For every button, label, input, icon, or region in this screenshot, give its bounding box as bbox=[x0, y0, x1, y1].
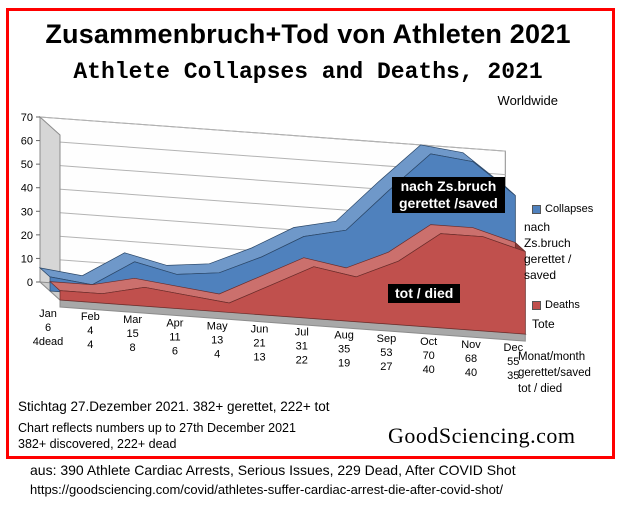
legend-collapses: Collapses bbox=[532, 203, 593, 215]
svg-text:4: 4 bbox=[87, 339, 93, 351]
title-english: Athlete Collapses and Deaths, 2021 bbox=[73, 59, 543, 85]
svg-text:68: 68 bbox=[465, 353, 477, 365]
svg-text:15: 15 bbox=[126, 328, 138, 340]
title-german: Zusammenbruch+Tod von Athleten 2021 bbox=[45, 19, 571, 49]
svg-text:Feb: Feb bbox=[81, 311, 100, 323]
svg-text:Apr: Apr bbox=[166, 317, 183, 329]
svg-text:50: 50 bbox=[21, 159, 33, 171]
svg-text:40: 40 bbox=[21, 183, 33, 195]
svg-text:Oct: Oct bbox=[420, 336, 437, 348]
collapses-swatch-icon bbox=[532, 204, 541, 214]
svg-text:May: May bbox=[207, 320, 228, 332]
legend-collapses-label: Collapses bbox=[545, 203, 594, 215]
svg-text:40: 40 bbox=[423, 364, 435, 376]
svg-text:8: 8 bbox=[130, 342, 136, 354]
svg-text:30: 30 bbox=[21, 206, 33, 218]
svg-text:6: 6 bbox=[45, 322, 51, 334]
chart-3d: 0 10 20 30 40 50 60 70 Jan 6 4dead Feb 4 4 Mar 15 8 Apr 11… bbox=[21, 112, 527, 382]
svg-text:Sep: Sep bbox=[377, 333, 397, 345]
cutoff-note-english-1: Chart reflects numbers up to 27th Decemb… bbox=[18, 421, 296, 435]
cutoff-note-english-2: 382+ discovered, 222+ dead bbox=[18, 437, 177, 451]
svg-text:Mar: Mar bbox=[123, 314, 142, 326]
svg-text:70: 70 bbox=[423, 350, 435, 362]
svg-text:Jul: Jul bbox=[295, 327, 309, 339]
red-border-frame bbox=[6, 8, 615, 459]
svg-text:11: 11 bbox=[169, 331, 180, 343]
legend-collapses-sublabel: nach Zs.bruch gerettet / saved bbox=[524, 220, 572, 282]
caption-source: aus: 390 Athlete Cardiac Arrests, Seriou… bbox=[30, 462, 516, 478]
svg-text:27: 27 bbox=[380, 361, 392, 373]
svg-text:21: 21 bbox=[253, 338, 265, 350]
legend-axis-key: Monat/month gerettet/saved tot / died bbox=[518, 351, 591, 395]
svg-text:20: 20 bbox=[21, 230, 33, 242]
legend-deaths: Deaths bbox=[532, 299, 580, 311]
svg-text:70: 70 bbox=[21, 112, 33, 124]
svg-text:Nov: Nov bbox=[461, 339, 481, 351]
svg-text:22: 22 bbox=[296, 355, 308, 367]
svg-text:Jun: Jun bbox=[251, 324, 269, 336]
svg-text:6: 6 bbox=[172, 345, 178, 357]
svg-text:31: 31 bbox=[296, 341, 308, 353]
scope-label: Worldwide bbox=[497, 93, 558, 108]
svg-text:4: 4 bbox=[87, 325, 93, 337]
brand-goodsciencing: GoodSciencing.com bbox=[388, 423, 576, 448]
svg-text:35: 35 bbox=[338, 344, 350, 356]
svg-text:Dec: Dec bbox=[504, 342, 524, 354]
svg-text:60: 60 bbox=[21, 136, 33, 148]
svg-text:13: 13 bbox=[253, 352, 265, 364]
svg-text:Aug: Aug bbox=[334, 330, 354, 342]
svg-text:53: 53 bbox=[380, 347, 392, 359]
svg-text:40: 40 bbox=[465, 367, 477, 379]
y-axis-labels: 0 10 20 30 40 50 60 70 bbox=[21, 112, 40, 289]
series-deaths-area bbox=[49, 224, 526, 335]
legend-deaths-sublabel: Tote bbox=[532, 317, 555, 331]
cutoff-note-german: Stichtag 27.Dezember 2021. 382+ gerettet… bbox=[18, 399, 330, 414]
svg-text:35: 35 bbox=[507, 370, 519, 382]
svg-text:10: 10 bbox=[21, 253, 33, 265]
svg-text:19: 19 bbox=[338, 358, 350, 370]
svg-text:4dead: 4dead bbox=[33, 336, 64, 348]
caption-url: https://goodsciencing.com/covid/athletes… bbox=[30, 482, 504, 497]
annotation-saved: nach Zs.bruch gerettet /saved bbox=[392, 177, 505, 213]
svg-text:0: 0 bbox=[27, 277, 33, 289]
x-axis-labels: Jan 6 4dead Feb 4 4 Mar 15 8 Apr 11 6 May 13 4 Jun 21 13 J… bbox=[33, 308, 524, 382]
svg-text:13: 13 bbox=[211, 334, 223, 346]
annotation-died: tot / died bbox=[388, 284, 461, 303]
svg-text:4: 4 bbox=[214, 348, 220, 360]
svg-text:55: 55 bbox=[507, 356, 519, 368]
legend-deaths-label: Deaths bbox=[545, 299, 580, 311]
deaths-swatch-icon bbox=[532, 300, 541, 310]
svg-text:Jan: Jan bbox=[39, 308, 57, 320]
